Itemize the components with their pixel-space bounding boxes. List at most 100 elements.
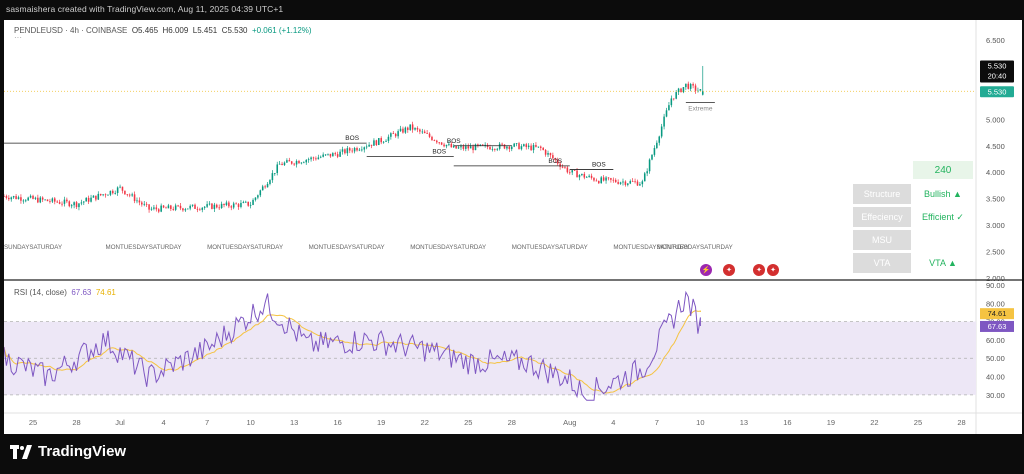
candle-body [469,146,472,149]
candle-body [643,173,646,182]
candle-body [5,196,8,198]
rsi-axis-label: 50.00 [986,354,1005,363]
candle-body [107,194,109,196]
candle-body [462,146,465,149]
candle-body [276,164,279,174]
price-badge-bg [980,60,1014,83]
candle-body [484,144,486,146]
legend-close: C5.530 [221,26,248,35]
rsi-axis-label: 90.00 [986,281,1005,290]
candle-body [452,145,455,148]
price-badge2-bg [980,86,1014,98]
session-label: MONTUESDAYSATURDAY [410,244,486,251]
candle-body [225,202,228,206]
candle-body [49,201,51,202]
price-axis-label: 3.500 [986,195,1005,204]
candle-body [658,136,661,143]
rsi-name[interactable]: RSI (14, close) [14,288,67,297]
candle-body [4,196,5,197]
candle-body [450,143,453,148]
candle-body [532,145,535,151]
candle-body [46,199,49,202]
us-flag-event-icon[interactable]: ✦ [767,264,779,276]
candle-body [510,146,513,150]
candle-body [646,171,648,174]
candle-body [213,204,216,209]
candle-body [172,208,175,210]
candle-body [530,145,532,151]
candle-body [542,147,544,150]
time-axis-label: 10 [696,418,704,427]
candle-body [148,204,150,210]
time-axis-label: 22 [421,418,429,427]
candle-body [382,141,385,143]
candle-body [10,197,13,200]
candle-body [271,173,274,181]
price-badge2-value: 5.530 [988,87,1007,96]
us-flag-event-icon[interactable]: ✦ [753,264,765,276]
candle-body [571,170,573,173]
candle-body [126,194,129,196]
candle-body [552,155,554,159]
candle-body [576,170,578,178]
time-axis-label: 19 [377,418,385,427]
candle-body [351,150,353,152]
candle-body [373,140,375,146]
candle-body [624,181,627,185]
timeframe-cell: 240 [913,161,973,179]
candle-body [336,154,339,157]
candle-body [116,187,119,193]
candle-body [237,204,240,207]
candle-body [665,110,668,117]
candle-body [569,172,571,174]
msu-label: MSU [853,230,911,250]
candle-body [24,200,27,202]
more-icon[interactable]: ··· [14,33,22,42]
candle-body [515,143,518,145]
session-label: MONTUESDAYSATURDAY [657,244,733,251]
symbol-label[interactable]: PENDLEUSD · 4h · COINBASE [14,26,128,35]
candle-body [92,195,95,198]
candle-body [194,204,196,209]
candle-body [699,89,702,91]
candle-body [170,205,172,209]
time-axis-label: 19 [827,418,835,427]
session-label: MONTUESDAYSATURDAY [613,244,689,251]
candle-body [160,205,162,212]
candle-body [605,177,607,181]
time-axis-label: 7 [205,418,209,427]
candle-body [41,197,44,200]
candle-body [341,149,344,152]
chart-frame[interactable]: 6.5006.0005.5005.0004.5004.0003.5003.000… [4,20,1022,434]
candle-body [498,143,501,149]
candle-body [90,197,92,202]
time-axis-label: 4 [161,418,165,427]
candle-body [549,153,552,156]
candle-body [295,160,298,165]
candle-body [261,186,264,191]
candle-body [53,198,56,202]
lightning-event-icon[interactable]: ⚡ [700,264,712,276]
candle-body [259,190,262,196]
candle-body [128,194,131,196]
candle-body [535,145,537,147]
candle-body [404,127,407,133]
candle-body [481,144,484,146]
candle-body [44,199,46,201]
rsi-ma-badge-bg [980,308,1014,320]
candle-body [203,206,206,208]
time-axis-label: 7 [655,418,659,427]
price-axis-label: 5.000 [986,115,1005,124]
candle-body [78,203,80,208]
candle-body [648,159,651,172]
price-chart[interactable]: 6.5006.0005.5005.0004.5004.0003.5003.000… [4,20,1022,434]
candle-body [653,148,656,155]
candle-body [660,126,663,137]
candle-body [286,160,288,163]
candle-body [293,163,295,165]
candle-body [433,140,436,141]
candle-body [525,144,528,148]
candle-body [685,83,687,88]
candle-body [627,183,629,185]
us-flag-event-icon[interactable]: ✦ [723,264,735,276]
